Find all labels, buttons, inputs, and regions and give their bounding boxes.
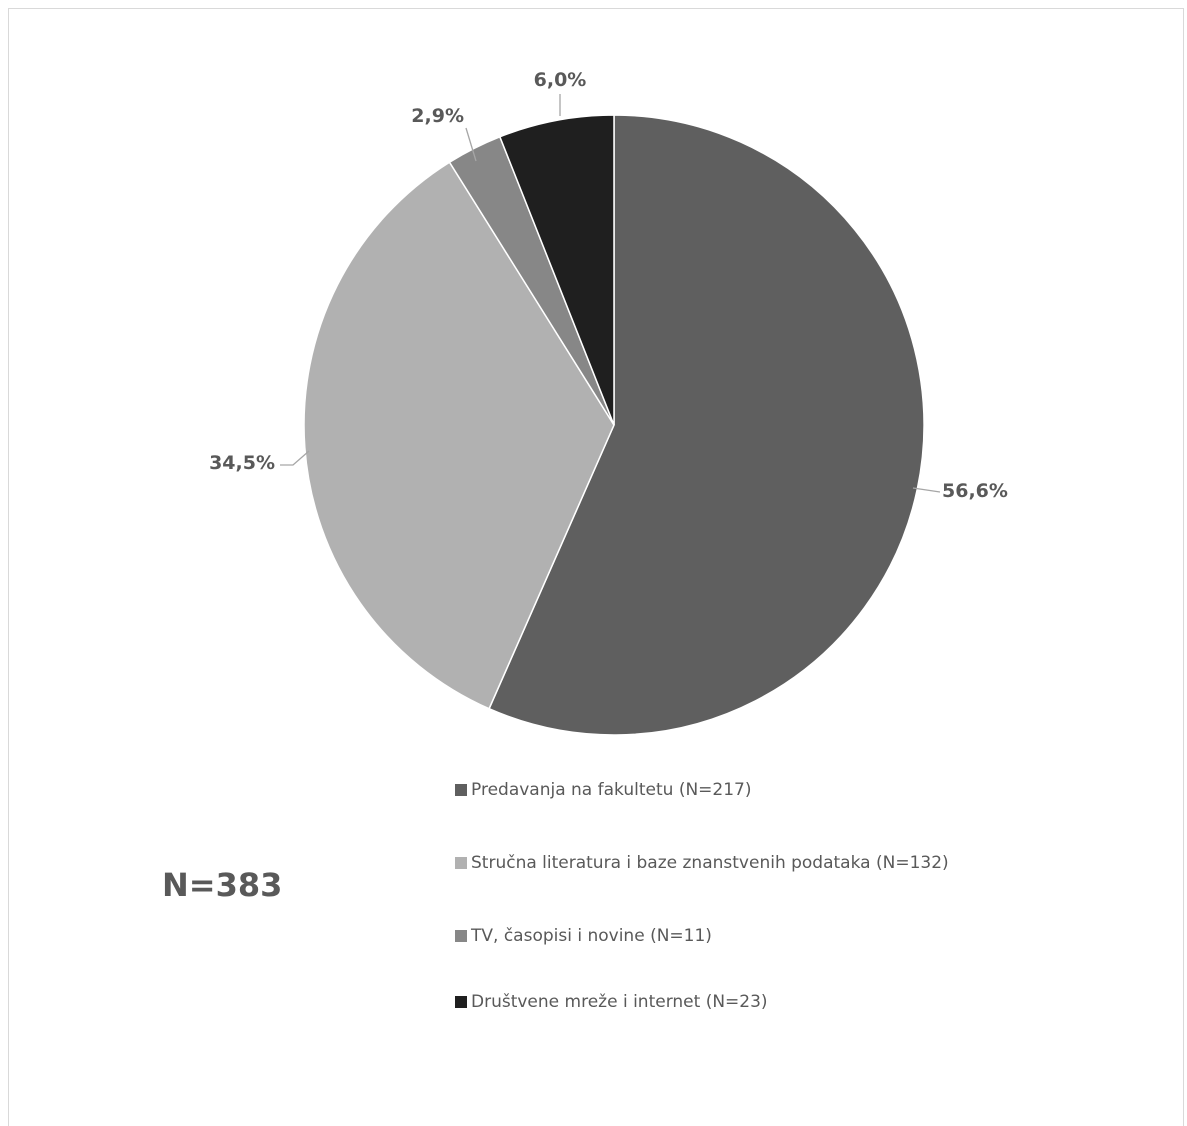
legend-label: Društvene mreže i internet (N=23) — [471, 992, 768, 1012]
legend-item: Stručna literatura i baze znanstvenih po… — [455, 853, 949, 873]
legend-swatch — [455, 857, 467, 869]
leader-line — [280, 450, 310, 466]
legend-label: Stručna literatura i baze znanstvenih po… — [471, 853, 949, 873]
pie-slice — [498, 114, 615, 426]
leader-lines — [280, 94, 941, 493]
legend-swatch — [455, 930, 467, 942]
legend-item: Predavanja na fakultetu (N=217) — [455, 780, 752, 800]
leader-line — [465, 127, 477, 162]
slice-value-label: 56,6% — [942, 480, 1008, 502]
legend-swatch — [455, 784, 467, 796]
pie-slice — [303, 161, 615, 710]
slice-value-label: 34,5% — [209, 452, 275, 474]
legend-item: Društvene mreže i internet (N=23) — [455, 992, 768, 1012]
chart-frame — [8, 8, 1184, 1126]
legend-label: TV, časopisi i novine (N=11) — [471, 926, 712, 946]
legend-item: TV, časopisi i novine (N=11) — [455, 926, 712, 946]
legend-swatch — [455, 996, 467, 1008]
pie-slices — [303, 114, 925, 736]
slice-value-label: 2,9% — [411, 105, 464, 127]
slice-labels: 56,6% 34,5% 2,9% 6,0% — [209, 69, 1008, 502]
total-count-label: N=383 — [162, 866, 283, 904]
legend-label: Predavanja na fakultetu (N=217) — [471, 780, 752, 800]
leader-line — [912, 487, 941, 493]
slice-value-label: 6,0% — [534, 69, 587, 91]
